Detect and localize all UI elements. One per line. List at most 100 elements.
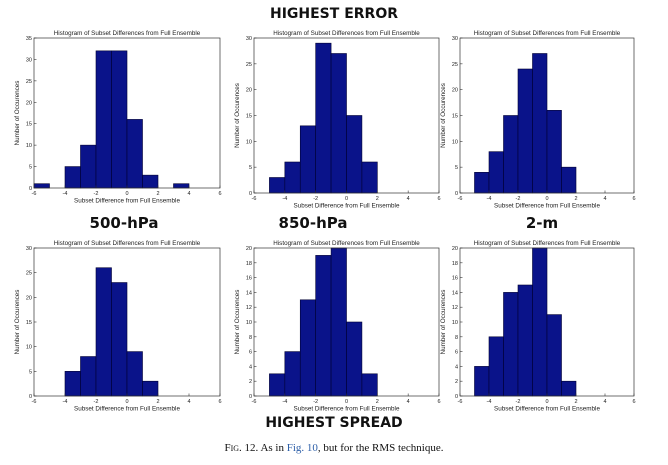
- panel-title: Histogram of Subset Differences from Ful…: [474, 30, 621, 37]
- y-tick-label: 20: [26, 295, 32, 301]
- highest-spread-heading: HIGHEST SPREAD: [265, 415, 403, 431]
- histogram-bar: [330, 53, 347, 194]
- x-tick-label: -4: [63, 191, 68, 197]
- y-tick-label: 20: [452, 246, 458, 252]
- caption-prefix: Fig. 12.: [224, 442, 259, 454]
- histogram-bar: [546, 110, 562, 194]
- x-tick-label: 2: [376, 196, 379, 202]
- histogram-bar: [95, 50, 112, 189]
- histogram-bar: [474, 172, 490, 194]
- histogram-panel-500hpa-error: Histogram of Subset Differences from Ful…: [14, 30, 222, 205]
- y-tick-label: 0: [29, 186, 32, 192]
- histogram-bar: [517, 284, 533, 397]
- histogram-bar: [488, 336, 504, 397]
- column-heading-500hpa: 500-hPa: [89, 214, 159, 232]
- y-tick-label: 5: [29, 369, 32, 375]
- y-tick-label: 15: [26, 320, 32, 326]
- y-tick-label: 2: [455, 379, 458, 385]
- x-tick-label: 4: [187, 191, 190, 197]
- x-tick-label: 4: [187, 399, 190, 405]
- histogram-bar: [284, 351, 301, 397]
- y-tick-label: 6: [249, 350, 252, 356]
- x-axis-label: Subset Difference from Full Ensemble: [74, 406, 180, 413]
- y-tick-label: 20: [246, 88, 252, 94]
- x-tick-label: -2: [94, 191, 99, 197]
- x-tick-label: -6: [32, 191, 37, 197]
- figure-caption: Fig. 12. As in Fig. 10, but for the RMS …: [0, 442, 668, 454]
- y-tick-label: 15: [26, 122, 32, 128]
- panel-title: Histogram of Subset Differences from Ful…: [54, 240, 201, 247]
- highest-error-heading: HIGHEST ERROR: [269, 6, 398, 22]
- x-tick-label: 0: [125, 191, 128, 197]
- y-tick-label: 15: [452, 114, 458, 120]
- histogram-bar: [299, 125, 316, 194]
- y-tick-label: 0: [455, 191, 458, 197]
- y-tick-label: 10: [246, 139, 252, 145]
- histogram-panel-2m-spread: Histogram of Subset Differences from Ful…: [440, 240, 636, 413]
- histogram-bar: [517, 68, 533, 194]
- histogram-bar: [33, 183, 50, 189]
- histogram-bar: [546, 314, 562, 397]
- y-tick-label: 5: [29, 165, 32, 171]
- y-tick-label: 25: [26, 79, 32, 85]
- histogram-bar: [64, 166, 81, 189]
- x-axis-label: Subset Difference from Full Ensemble: [294, 203, 400, 210]
- y-tick-label: 5: [455, 165, 458, 171]
- histogram-bar: [346, 115, 363, 194]
- histogram-panel-500hpa-spread: Histogram of Subset Differences from Ful…: [14, 240, 222, 413]
- x-tick-label: 6: [632, 196, 635, 202]
- column-heading-2m: 2-m: [525, 214, 559, 232]
- histogram-bar: [126, 119, 143, 189]
- x-tick-label: -2: [313, 196, 318, 202]
- x-tick-label: 2: [156, 399, 159, 405]
- histogram-bar: [142, 174, 159, 189]
- x-tick-label: 6: [218, 191, 221, 197]
- y-tick-label: 8: [249, 335, 252, 341]
- histogram-bar: [561, 380, 577, 397]
- x-tick-label: 4: [603, 196, 606, 202]
- y-tick-label: 12: [452, 305, 458, 311]
- x-tick-label: 6: [632, 399, 635, 405]
- y-tick-label: 6: [455, 350, 458, 356]
- y-tick-label: 20: [452, 88, 458, 94]
- histogram-bar: [95, 267, 112, 397]
- histogram-bar: [361, 373, 378, 397]
- y-tick-label: 18: [246, 261, 252, 267]
- y-tick-label: 14: [452, 290, 458, 296]
- x-tick-label: 2: [574, 196, 577, 202]
- y-axis-label: Number of Occurences: [14, 290, 21, 355]
- y-tick-label: 20: [246, 246, 252, 252]
- x-axis-label: Subset Difference from Full Ensemble: [74, 198, 180, 205]
- y-tick-label: 25: [452, 62, 458, 68]
- x-tick-label: -6: [252, 399, 257, 405]
- y-tick-label: 25: [26, 271, 32, 277]
- x-tick-label: -6: [252, 196, 257, 202]
- x-tick-label: -6: [458, 196, 463, 202]
- column-heading-850hpa: 850-hPa: [278, 214, 348, 232]
- x-tick-label: -2: [313, 399, 318, 405]
- x-tick-label: 0: [345, 196, 348, 202]
- x-axis-label: Subset Difference from Full Ensemble: [294, 406, 400, 413]
- x-tick-label: 0: [125, 399, 128, 405]
- x-axis-label: Subset Difference from Full Ensemble: [494, 406, 600, 413]
- y-tick-label: 16: [246, 276, 252, 282]
- histogram-bar: [64, 371, 81, 397]
- histogram-bar: [488, 151, 504, 194]
- y-tick-label: 20: [26, 100, 32, 106]
- x-tick-label: 4: [407, 196, 410, 202]
- histogram-bar: [142, 380, 159, 397]
- histogram-bar: [284, 161, 301, 194]
- y-tick-label: 0: [249, 191, 252, 197]
- x-tick-label: 0: [345, 399, 348, 405]
- x-tick-label: -6: [458, 399, 463, 405]
- y-tick-label: 10: [452, 139, 458, 145]
- y-tick-label: 10: [452, 320, 458, 326]
- y-tick-label: 2: [249, 379, 252, 385]
- histogram-bar: [315, 42, 332, 194]
- histogram-panel-2m-error: Histogram of Subset Differences from Ful…: [440, 30, 636, 210]
- panel-title: Histogram of Subset Differences from Ful…: [54, 30, 201, 37]
- histogram-panel-850hpa-spread: Histogram of Subset Differences from Ful…: [234, 240, 441, 413]
- y-tick-label: 4: [249, 364, 252, 370]
- y-tick-label: 5: [249, 165, 252, 171]
- caption-figure-link[interactable]: Fig. 10: [286, 442, 318, 454]
